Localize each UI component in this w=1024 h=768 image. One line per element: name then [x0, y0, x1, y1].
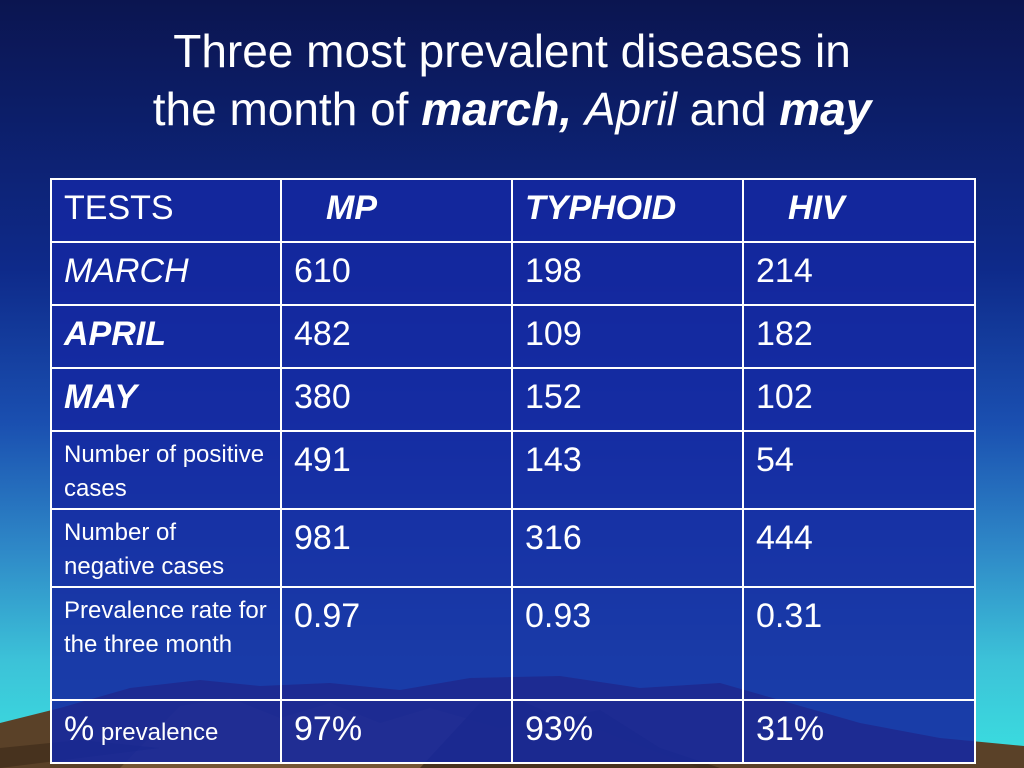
cell-typhoid: 152	[511, 367, 744, 432]
cell-typhoid: 109	[511, 304, 744, 369]
prevalence-word: prevalence	[94, 719, 219, 746]
cell-mp: 97%	[280, 699, 513, 764]
cell-hiv: 444	[742, 508, 976, 588]
cell-hiv: 31%	[742, 699, 976, 764]
cell-mp: 610	[280, 241, 513, 306]
row-label: APRIL	[50, 304, 282, 369]
cell-hiv: 214	[742, 241, 976, 306]
title-line-2: the month of march, April and may	[0, 80, 1024, 138]
cell-hiv: 182	[742, 304, 976, 369]
table-row: MARCH 610 198 214	[50, 241, 976, 306]
row-label: % prevalence	[50, 699, 282, 764]
cell-hiv: 0.31	[742, 586, 976, 701]
cell-typhoid: 198	[511, 241, 744, 306]
title-line-1: Three most prevalent diseases in	[173, 25, 851, 77]
cell-typhoid: 316	[511, 508, 744, 588]
cell-typhoid: 143	[511, 430, 744, 510]
cell-typhoid: 0.93	[511, 586, 744, 701]
percent-symbol: %	[64, 710, 95, 748]
title-and: and	[676, 83, 780, 135]
table-row: MAY 380 152 102	[50, 367, 976, 432]
table-row: APRIL 482 109 182	[50, 304, 976, 369]
title-march: march,	[421, 83, 573, 135]
disease-prevalence-table: TESTS MP TYPHOID HIV MARCH 610 198 214 A…	[50, 178, 976, 764]
cell-typhoid: 93%	[511, 699, 744, 764]
row-label: MAY	[50, 367, 282, 432]
cell-mp: 482	[280, 304, 513, 369]
cell-mp: 380	[280, 367, 513, 432]
title-prefix: the month of	[152, 83, 422, 135]
row-label: Prevalence rate for the three month	[50, 586, 282, 701]
row-label: Number of negative cases	[50, 508, 282, 588]
title-april: April	[584, 83, 677, 135]
table-header-row: TESTS MP TYPHOID HIV	[50, 178, 976, 243]
cell-mp: 0.97	[280, 586, 513, 701]
row-label: MARCH	[50, 241, 282, 306]
header-mp: MP	[280, 178, 513, 243]
cell-hiv: 102	[742, 367, 976, 432]
table-row: % prevalence 97% 93% 31%	[50, 699, 976, 764]
cell-hiv: 54	[742, 430, 976, 510]
title-may: may	[779, 83, 872, 135]
table-row: Number of positive cases 491 143 54	[50, 430, 976, 510]
header-typhoid: TYPHOID	[511, 178, 744, 243]
header-tests: TESTS	[50, 178, 282, 243]
cell-mp: 981	[280, 508, 513, 588]
table-row: Number of negative cases 981 316 444	[50, 508, 976, 588]
header-hiv: HIV	[742, 178, 976, 243]
cell-mp: 491	[280, 430, 513, 510]
table-row: Prevalence rate for the three month 0.97…	[50, 586, 976, 701]
row-label: Number of positive cases	[50, 430, 282, 510]
slide-title: Three most prevalent diseases in the mon…	[0, 22, 1024, 138]
